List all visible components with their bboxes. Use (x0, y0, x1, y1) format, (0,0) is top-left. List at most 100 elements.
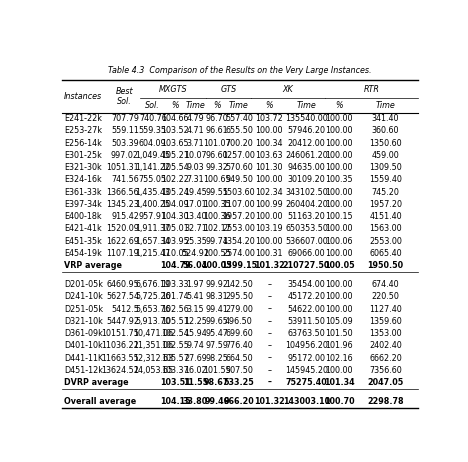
Text: 604.09: 604.09 (139, 139, 167, 148)
Text: 360.60: 360.60 (372, 127, 399, 135)
Text: 741.56: 741.56 (111, 176, 139, 184)
Text: –: – (267, 341, 271, 350)
Text: D361-09k: D361-09k (64, 329, 103, 338)
Text: 100.00: 100.00 (326, 163, 353, 172)
Text: 949.50: 949.50 (225, 176, 253, 184)
Text: 32.71: 32.71 (184, 225, 207, 233)
Text: 30109.20: 30109.20 (288, 176, 325, 184)
Text: 1366.56: 1366.56 (106, 188, 139, 197)
Text: 105.51: 105.51 (161, 317, 189, 326)
Text: 9.03: 9.03 (187, 163, 204, 172)
Text: 100.00: 100.00 (326, 114, 353, 123)
Text: Time: Time (185, 101, 205, 110)
Text: 915.42: 915.42 (111, 212, 139, 221)
Text: –: – (267, 317, 271, 326)
Text: 5.41: 5.41 (187, 292, 204, 301)
Text: –: – (267, 366, 271, 375)
Text: 1957.20: 1957.20 (222, 212, 256, 221)
Text: 1127.40: 1127.40 (369, 304, 402, 314)
Text: 9.74: 9.74 (187, 341, 205, 350)
Text: 699.60: 699.60 (225, 329, 253, 338)
Text: 1,049.45: 1,049.45 (135, 151, 170, 160)
Text: 100.31: 100.31 (256, 249, 283, 258)
Text: 104.66: 104.66 (161, 114, 189, 123)
Text: 103.72: 103.72 (256, 114, 283, 123)
Text: %: % (336, 101, 343, 110)
Text: 100.06: 100.06 (326, 237, 353, 246)
Text: 1559.40: 1559.40 (369, 176, 402, 184)
Text: E241-22k: E241-22k (64, 114, 102, 123)
Text: 45172.20: 45172.20 (287, 292, 326, 301)
Text: 104956.20: 104956.20 (285, 341, 328, 350)
Text: 142.50: 142.50 (225, 280, 253, 289)
Text: 7.31: 7.31 (187, 176, 204, 184)
Text: MXGTS: MXGTS (159, 85, 188, 94)
Text: 104.09: 104.09 (161, 200, 189, 209)
Text: 96.60: 96.60 (205, 151, 228, 160)
Text: 101.55: 101.55 (203, 366, 231, 375)
Text: 966.20: 966.20 (224, 397, 254, 406)
Text: 19.45: 19.45 (184, 188, 207, 197)
Text: 1051.31: 1051.31 (106, 163, 139, 172)
Text: E454-19k: E454-19k (64, 249, 102, 258)
Text: 51163.20: 51163.20 (288, 212, 325, 221)
Text: 100.35: 100.35 (326, 176, 353, 184)
Text: 96.61: 96.61 (205, 127, 228, 135)
Text: 100.00: 100.00 (326, 200, 353, 209)
Text: E256-14k: E256-14k (64, 139, 102, 148)
Text: 559.35: 559.35 (139, 127, 167, 135)
Text: E301-25k: E301-25k (64, 151, 102, 160)
Text: 2574.00: 2574.00 (222, 249, 256, 258)
Text: 75275.40: 75275.40 (285, 378, 328, 387)
Text: 54622.00: 54622.00 (287, 304, 325, 314)
Text: 99.92: 99.92 (205, 280, 228, 289)
Text: 12.25: 12.25 (184, 317, 207, 326)
Text: 1950.50: 1950.50 (367, 261, 403, 270)
Text: 1,657.34: 1,657.34 (135, 237, 170, 246)
Text: 105.09: 105.09 (326, 317, 353, 326)
Text: E361-33k: E361-33k (64, 188, 102, 197)
Text: 100.00: 100.00 (256, 127, 283, 135)
Text: 1107.19: 1107.19 (106, 249, 139, 258)
Text: 1354.20: 1354.20 (223, 237, 256, 246)
Text: 99.32: 99.32 (205, 163, 228, 172)
Text: 664.50: 664.50 (225, 353, 253, 363)
Text: 96.70: 96.70 (205, 114, 228, 123)
Text: –: – (267, 304, 271, 314)
Text: 4.71: 4.71 (187, 127, 204, 135)
Text: Instances: Instances (64, 92, 102, 101)
Text: 1957.20: 1957.20 (369, 200, 402, 209)
Text: 343102.50: 343102.50 (285, 188, 328, 197)
Text: 101.32: 101.32 (254, 397, 285, 406)
Text: 57946.20: 57946.20 (287, 127, 326, 135)
Text: Sol.: Sol. (146, 101, 160, 110)
Text: 100.00: 100.00 (326, 292, 353, 301)
Text: 105.54: 105.54 (161, 163, 189, 172)
Text: E421-41k: E421-41k (64, 225, 102, 233)
Text: 135540.00: 135540.00 (285, 114, 328, 123)
Text: 27.69: 27.69 (184, 353, 207, 363)
Text: 2402.40: 2402.40 (369, 341, 402, 350)
Text: 102.55: 102.55 (161, 341, 189, 350)
Text: 103.33: 103.33 (161, 280, 189, 289)
Text: 1563.00: 1563.00 (369, 225, 402, 233)
Text: 101.30: 101.30 (256, 163, 283, 172)
Text: 100.00: 100.00 (326, 151, 353, 160)
Text: 5412.5: 5412.5 (111, 304, 139, 314)
Text: 533.25: 533.25 (224, 378, 254, 387)
Text: E324-16k: E324-16k (64, 176, 102, 184)
Text: 3.15: 3.15 (187, 304, 204, 314)
Text: 1,215.47: 1,215.47 (135, 249, 170, 258)
Text: 102.17: 102.17 (203, 225, 231, 233)
Text: 69066.00: 69066.00 (288, 249, 325, 258)
Text: –: – (267, 280, 271, 289)
Text: 98.31: 98.31 (205, 292, 228, 301)
Text: 1,911.37: 1,911.37 (135, 225, 170, 233)
Text: 570.60: 570.60 (225, 163, 253, 172)
Text: 559.11: 559.11 (111, 127, 139, 135)
Text: 503.39: 503.39 (111, 139, 139, 148)
Text: XK: XK (283, 85, 293, 94)
Text: 99.65: 99.65 (205, 317, 228, 326)
Text: GTS: GTS (220, 85, 236, 94)
Text: 35454.00: 35454.00 (288, 280, 325, 289)
